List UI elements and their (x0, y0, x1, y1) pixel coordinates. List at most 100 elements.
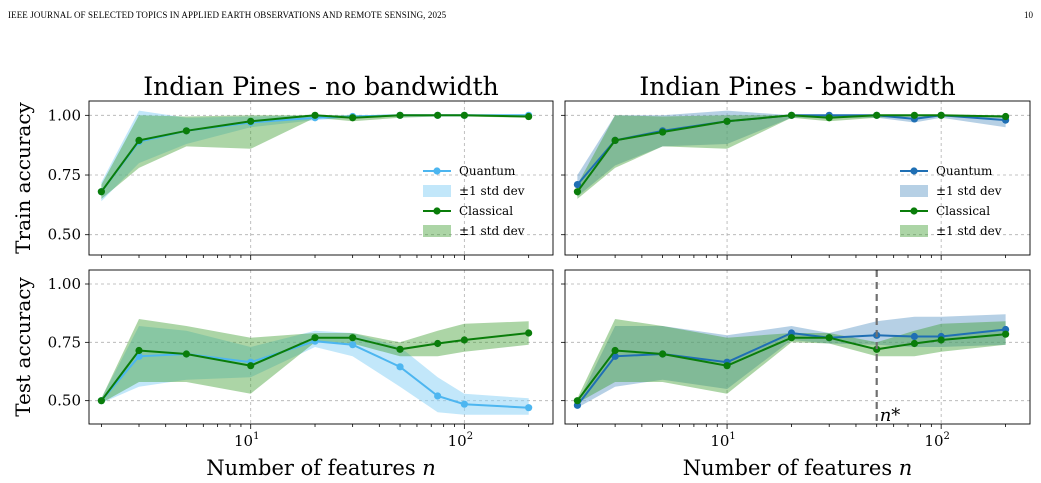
std-band-quantum (101, 326, 529, 415)
chart-panel-top-left: 0.50 0.75 1.00 Train accuracy Indian Pines -… (11, 72, 554, 260)
series-line-classical (576, 114, 1006, 193)
std-band-quantum (101, 110, 529, 202)
data-point-classical (525, 112, 533, 121)
std-band-quantum (577, 314, 1006, 408)
data-point-classical (97, 188, 105, 196)
data-point-classical (873, 111, 881, 119)
legend-band-swatch (900, 185, 928, 197)
data-point-classical (1002, 112, 1010, 121)
series-line-classical (100, 332, 529, 402)
data-point-classical (396, 345, 404, 353)
data-point-classical (434, 111, 442, 119)
y-axis-label: Train accuracy (11, 101, 35, 253)
x-axis-label: Number of features n (683, 456, 913, 480)
chart-title: Indian Pines - bandwidth (639, 72, 955, 101)
y-tick-label: 0.50 (48, 226, 81, 244)
data-point-quantum (573, 180, 582, 189)
data-point-classical (659, 128, 667, 136)
series-line-quantum (100, 340, 529, 409)
data-point-classical (460, 336, 468, 344)
data-point-classical (311, 111, 319, 119)
data-point-classical (434, 339, 442, 348)
data-point-quantum (396, 363, 404, 371)
page-header: IEEE JOURNAL OF SELECTED TOPICS IN APPLI… (8, 10, 1033, 24)
legend-label: ±1 std dev (459, 184, 525, 198)
y-tick-label: 1.00 (48, 275, 81, 293)
x-tick-label: 102 (448, 431, 473, 450)
data-point-classical (825, 114, 833, 122)
legend: Quantum ±1 std dev Classical ±1 std dev (900, 164, 1002, 238)
legend-marker-swatch (910, 207, 918, 215)
legend-label: Quantum (936, 164, 993, 178)
data-point-classical (787, 111, 796, 119)
data-point-classical (97, 397, 105, 405)
chart-title: Indian Pines - no bandwidth (143, 72, 498, 101)
legend-label: Classical (459, 204, 513, 218)
data-point-classical (573, 188, 582, 196)
std-band-classical (101, 319, 529, 403)
x-tick-label: 101 (710, 431, 735, 450)
legend-label: ±1 std dev (936, 184, 1002, 198)
data-point-classical (182, 350, 191, 358)
data-point-classical (182, 127, 191, 135)
legend-band-swatch (423, 185, 451, 197)
y-tick-label: 0.75 (48, 166, 81, 184)
series-line-classical (100, 114, 529, 193)
data-point-quantum (525, 404, 533, 412)
data-point-classical (135, 346, 143, 355)
x-tick-label: 101 (234, 431, 259, 450)
legend-marker-swatch (433, 167, 441, 175)
data-point-quantum (349, 341, 357, 349)
journal-title: IEEE JOURNAL OF SELECTED TOPICS IN APPLI… (8, 10, 447, 20)
data-point-classical (611, 136, 619, 144)
data-point-classical (349, 114, 357, 122)
data-point-classical (659, 350, 667, 358)
data-point-quantum (434, 392, 442, 400)
legend-band-swatch (423, 225, 451, 237)
legend: Quantum ±1 std dev Classical ±1 std dev (423, 164, 525, 238)
legend-label: ±1 std dev (936, 224, 1002, 238)
n-star-annotation: n* (880, 405, 901, 426)
data-point-classical (825, 334, 833, 342)
data-point-classical (247, 117, 255, 125)
data-point-classical (311, 334, 319, 342)
data-point-quantum (910, 332, 919, 341)
chart-panel-top-right: Indian Pines - bandwidth Quantum ±1 std de… (561, 72, 1031, 260)
legend-label: ±1 std dev (459, 224, 525, 238)
data-point-classical (937, 111, 945, 119)
y-tick-label: 0.75 (48, 333, 81, 351)
data-point-classical (460, 111, 468, 119)
data-point-classical (1002, 330, 1010, 338)
legend-marker-swatch (910, 167, 918, 175)
x-tick-label: 102 (924, 431, 949, 450)
plot-frame (564, 269, 1031, 425)
data-point-classical (873, 345, 881, 353)
data-point-classical (247, 362, 255, 370)
chart-panel-bottom-left: 0.50 0.75 1.00 101 102 Number of features n Te… (11, 269, 554, 480)
data-point-classical (396, 111, 404, 119)
data-point-classical (723, 117, 731, 125)
data-point-classical (349, 334, 357, 342)
x-axis-label: Number of features n (206, 456, 436, 480)
plot-frame (88, 100, 554, 256)
data-point-quantum (460, 400, 468, 408)
data-point-classical (723, 362, 731, 370)
series-line-quantum (576, 328, 1006, 406)
series-line-classical (576, 333, 1006, 402)
page-number: 10 (1024, 10, 1033, 20)
std-band-classical (577, 115, 1006, 199)
legend-label: Classical (936, 204, 990, 218)
data-point-classical (937, 336, 945, 344)
data-point-classical (787, 334, 796, 342)
y-axis-label: Test accuracy (11, 277, 35, 417)
legend-marker-swatch (433, 207, 441, 215)
std-band-classical (101, 115, 529, 199)
chart-panel-bottom-right: n* 101 102 Number of features n (561, 269, 1031, 480)
data-point-classical (135, 136, 143, 144)
data-point-classical (573, 397, 582, 405)
y-tick-label: 0.50 (48, 392, 81, 410)
data-point-classical (910, 111, 919, 119)
data-point-classical (611, 346, 619, 355)
plot-frame (564, 100, 1031, 256)
